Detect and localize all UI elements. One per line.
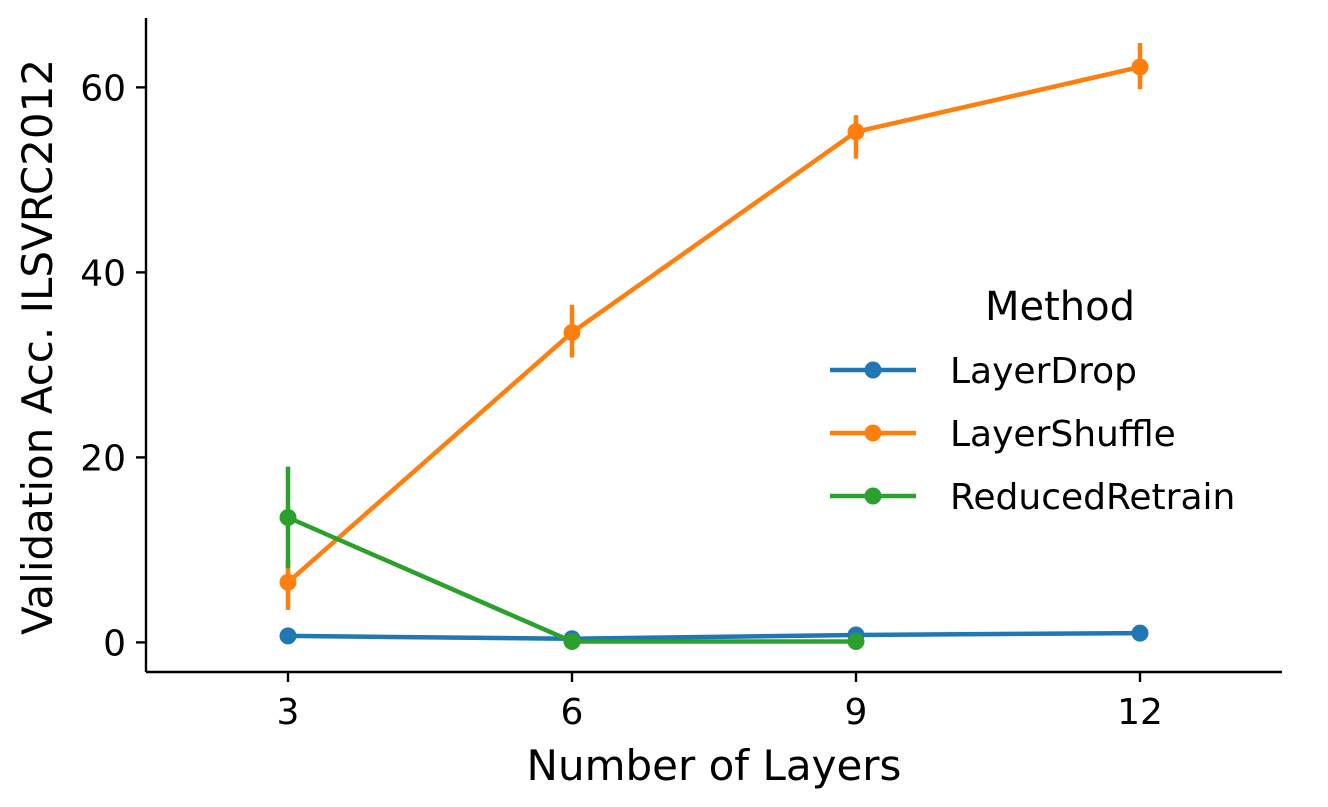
- legend-swatch-marker: [864, 487, 882, 505]
- x-ticks: 3 6 9 12: [277, 672, 1163, 733]
- legend-label: LayerDrop: [950, 351, 1137, 392]
- x-axis-label: Number of Layers: [527, 741, 902, 790]
- data-point-layershuffle: [1131, 58, 1149, 76]
- data-point-reducedretrain: [563, 632, 581, 650]
- series-layer: [279, 42, 1149, 650]
- series-layerdrop: [279, 624, 1149, 648]
- data-point-layerdrop: [1131, 624, 1149, 642]
- data-point-layershuffle: [847, 123, 865, 141]
- legend-items: LayerDrop LayerShuffle ReducedRetrain: [830, 351, 1235, 518]
- data-point-layerdrop: [279, 627, 297, 645]
- legend: Method LayerDrop LayerShuffle ReducedRetra…: [830, 284, 1235, 518]
- y-tick-label: 60: [80, 68, 126, 109]
- legend-item-reducedretrain: ReducedRetrain: [830, 477, 1235, 518]
- legend-swatch-marker: [864, 424, 882, 442]
- y-tick-label: 0: [103, 623, 126, 664]
- legend-item-layerdrop: LayerDrop: [830, 351, 1137, 392]
- legend-title: Method: [985, 284, 1135, 330]
- series-line-reducedretrain: [285, 515, 859, 644]
- x-tick-label: 9: [845, 692, 868, 733]
- y-tick-label: 40: [80, 253, 126, 294]
- series-line-layerdrop: [285, 630, 1143, 641]
- x-tick-label: 12: [1117, 692, 1163, 733]
- data-point-reducedretrain: [279, 509, 297, 527]
- series-reducedretrain: [279, 466, 865, 650]
- axes: [144, 18, 1282, 674]
- y-ticks: 0 20 40 60: [80, 68, 146, 664]
- y-axis-label: Validation Acc. ILSVRC2012: [13, 59, 62, 635]
- x-tick-label: 3: [277, 692, 300, 733]
- series-line-layershuffle: [285, 64, 1143, 585]
- legend-label: ReducedRetrain: [950, 477, 1235, 518]
- data-point-reducedretrain: [847, 632, 865, 650]
- data-point-layershuffle: [279, 573, 297, 591]
- data-point-layershuffle: [563, 324, 581, 342]
- x-tick-label: 6: [561, 692, 584, 733]
- y-tick-label: 20: [80, 438, 126, 479]
- legend-label: LayerShuffle: [950, 414, 1176, 455]
- series-layershuffle: [279, 42, 1149, 611]
- legend-item-layershuffle: LayerShuffle: [830, 414, 1176, 455]
- legend-swatch-marker: [864, 361, 882, 379]
